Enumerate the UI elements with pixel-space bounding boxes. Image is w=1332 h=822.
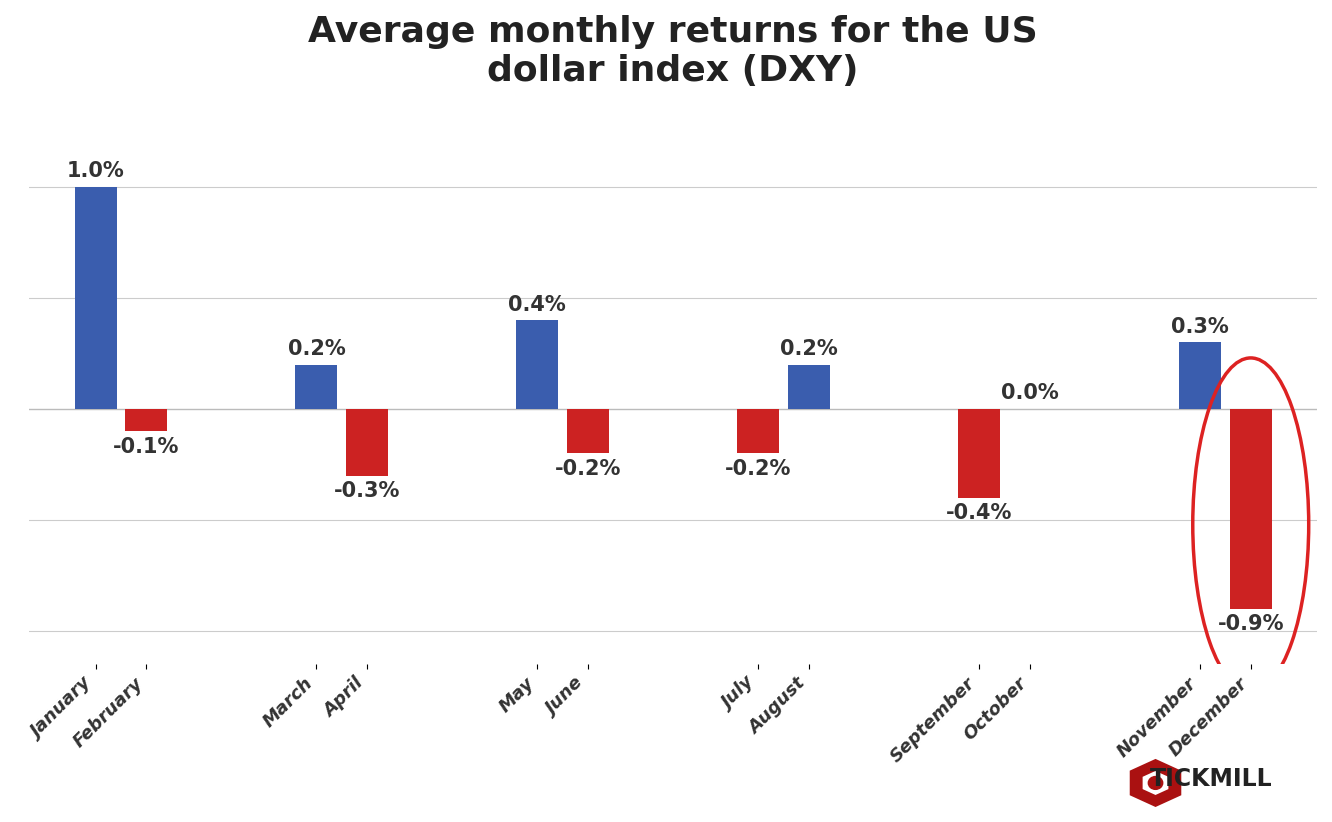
Bar xyxy=(296,365,337,409)
Text: -0.4%: -0.4% xyxy=(946,503,1012,524)
Text: 0.2%: 0.2% xyxy=(288,339,345,359)
Bar xyxy=(1179,343,1221,409)
Bar xyxy=(1229,409,1272,609)
Polygon shape xyxy=(1130,759,1181,807)
Text: 0.4%: 0.4% xyxy=(509,294,566,315)
Bar xyxy=(346,409,388,476)
Text: -0.9%: -0.9% xyxy=(1217,615,1284,635)
Polygon shape xyxy=(1143,771,1168,795)
Bar xyxy=(567,409,609,454)
Title: Average monthly returns for the US
dollar index (DXY): Average monthly returns for the US dolla… xyxy=(308,15,1038,89)
Text: -0.1%: -0.1% xyxy=(113,436,180,457)
Bar xyxy=(958,409,1000,498)
Text: -0.2%: -0.2% xyxy=(725,459,791,479)
Text: 0.2%: 0.2% xyxy=(781,339,838,359)
Bar xyxy=(737,409,779,454)
Text: -0.2%: -0.2% xyxy=(555,459,621,479)
Bar xyxy=(517,321,558,409)
Text: TICKMILL: TICKMILL xyxy=(1150,767,1272,791)
Text: 0.3%: 0.3% xyxy=(1171,316,1229,337)
Bar xyxy=(75,187,117,409)
Text: 1.0%: 1.0% xyxy=(67,161,124,182)
Text: 0.0%: 0.0% xyxy=(1000,383,1059,404)
Circle shape xyxy=(1148,777,1163,789)
Bar xyxy=(789,365,830,409)
Bar xyxy=(125,409,168,432)
Text: -0.3%: -0.3% xyxy=(334,481,401,501)
